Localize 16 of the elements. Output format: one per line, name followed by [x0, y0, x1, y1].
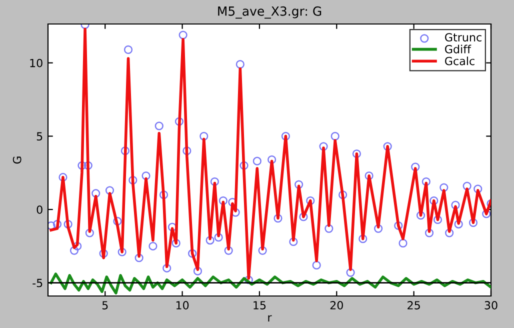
y-tick-label: -5	[32, 278, 42, 288]
y-tick-label: 0	[36, 205, 42, 214]
chart-title: M5_ave_X3.gr: G	[218, 6, 322, 19]
y-tick-label: 5	[36, 132, 42, 141]
x-tick-label: 15	[254, 301, 266, 310]
x-tick-label: 30	[484, 301, 498, 310]
x-tick-label: 5	[102, 301, 108, 310]
x-axis-title: r	[268, 315, 272, 322]
x-tick-label: 25	[408, 301, 420, 310]
x-tick-label: 10	[176, 301, 189, 310]
legend-label: Gcalc	[445, 56, 474, 66]
legend-label: Gdiff	[445, 44, 472, 54]
y-axis-title: G	[12, 156, 22, 164]
y-tick-label: 10	[30, 58, 42, 68]
x-tick-label: 20	[330, 301, 343, 310]
legend-label: Gtrunc	[445, 33, 482, 42]
